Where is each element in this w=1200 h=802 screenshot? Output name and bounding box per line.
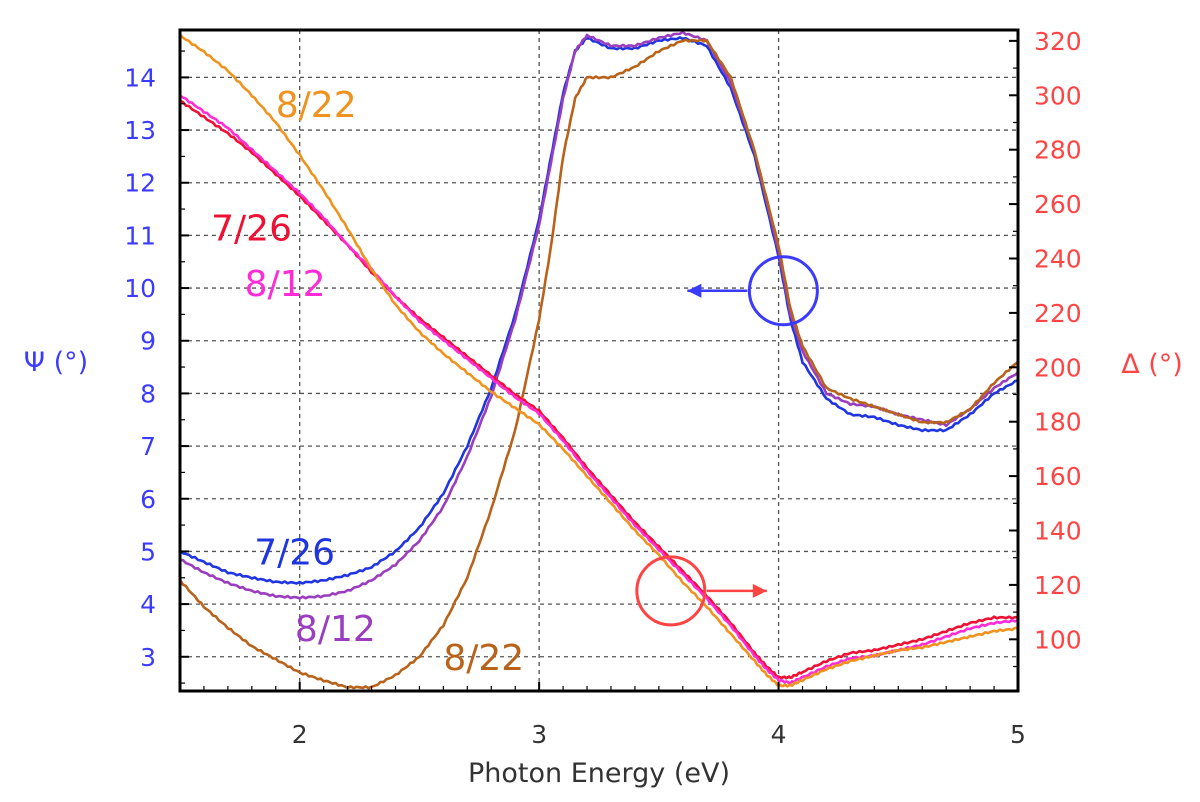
curve-label: 8/22 (276, 85, 357, 126)
y-axis-right: 100 120 140 160 180 200 220 240 260 280 300 320 (1009, 27, 1082, 668)
y-right-tick-label: 300 (1034, 81, 1082, 110)
y-left-tick-label: 13 (124, 116, 156, 145)
y-left-tick-label: 3 (140, 643, 156, 672)
y-right-tick-label: 220 (1034, 299, 1082, 328)
series-lines (180, 30, 1018, 690)
y-right-tick-label: 100 (1034, 625, 1082, 654)
y-right-tick-label: 180 (1034, 408, 1082, 437)
y-left-tick-label: 4 (140, 590, 156, 619)
arrow-right-icon (752, 583, 767, 598)
curve-labels: 8/22 7/26 8/12 7/26 8/12 8/22 (211, 85, 524, 679)
x-tick-label: 2 (292, 720, 308, 749)
y-left-tick-label: 14 (124, 63, 156, 92)
y-left-tick-label: 8 (140, 379, 156, 408)
y-left-tick-label: 7 (140, 432, 156, 461)
x-tick-label: 4 (771, 720, 787, 749)
y-left-axis-title: Ψ (°) (24, 347, 88, 378)
curve-label: 8/12 (245, 264, 326, 305)
x-axis: 2 3 4 5 (203, 682, 1026, 749)
curve-label: 8/22 (443, 638, 524, 679)
series-line-psi-8-12 (180, 30, 1018, 600)
y-left-tick-label: 11 (124, 221, 156, 250)
axis-indicator-markers (635, 255, 819, 627)
y-right-tick-label: 160 (1034, 462, 1082, 491)
y-right-tick-label: 200 (1034, 353, 1082, 382)
series-line-psi-8-22 (180, 38, 1018, 690)
x-tick-label: 3 (531, 720, 547, 749)
y-right-tick-label: 320 (1034, 27, 1082, 56)
y-left-tick-label: 9 (140, 327, 156, 356)
highlight-circle (635, 555, 707, 627)
y-left-tick-label: 12 (124, 169, 156, 198)
plot-frame (178, 28, 1020, 693)
y-axis-left: 3 4 5 6 7 8 9 10 11 12 13 14 (124, 50, 189, 684)
y-right-tick-label: 240 (1034, 244, 1082, 273)
x-axis-title: Photon Energy (eV) (468, 758, 730, 789)
series-line-delta-8-22 (180, 33, 1018, 688)
series-line-delta-8-12 (180, 94, 1018, 685)
y-right-tick-label: 120 (1034, 571, 1082, 600)
x-tick-label: 5 (1010, 720, 1026, 749)
y-right-tick-label: 280 (1034, 136, 1082, 165)
gridlines (180, 30, 1018, 691)
y-right-tick-label: 260 (1034, 190, 1082, 219)
y-left-tick-label: 6 (140, 485, 156, 514)
curve-label: 7/26 (211, 209, 292, 250)
arrow-left-icon (687, 283, 702, 298)
series-line-psi-7-26 (180, 36, 1018, 585)
y-right-axis-title: Δ (°) (1121, 349, 1183, 380)
highlight-circle (747, 255, 819, 327)
curve-label: 7/26 (254, 533, 335, 574)
y-left-tick-label: 5 (140, 537, 156, 566)
curve-label: 8/12 (295, 609, 376, 650)
series-line-delta-7-26 (180, 99, 1018, 680)
y-right-tick-label: 140 (1034, 517, 1082, 546)
y-left-tick-label: 10 (124, 274, 156, 303)
